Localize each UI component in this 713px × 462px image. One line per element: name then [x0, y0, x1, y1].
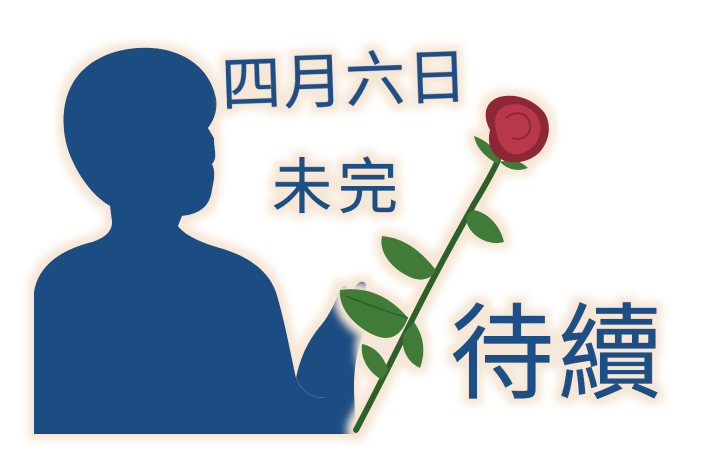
caption-text: 四月六日 未完 待續 — [220, 42, 666, 415]
to-be-continued-text: 待續 — [450, 293, 666, 415]
date-text: 四月六日 — [220, 42, 470, 121]
unfinished-text: 未完 — [272, 153, 404, 223]
rose-icon — [339, 95, 549, 433]
